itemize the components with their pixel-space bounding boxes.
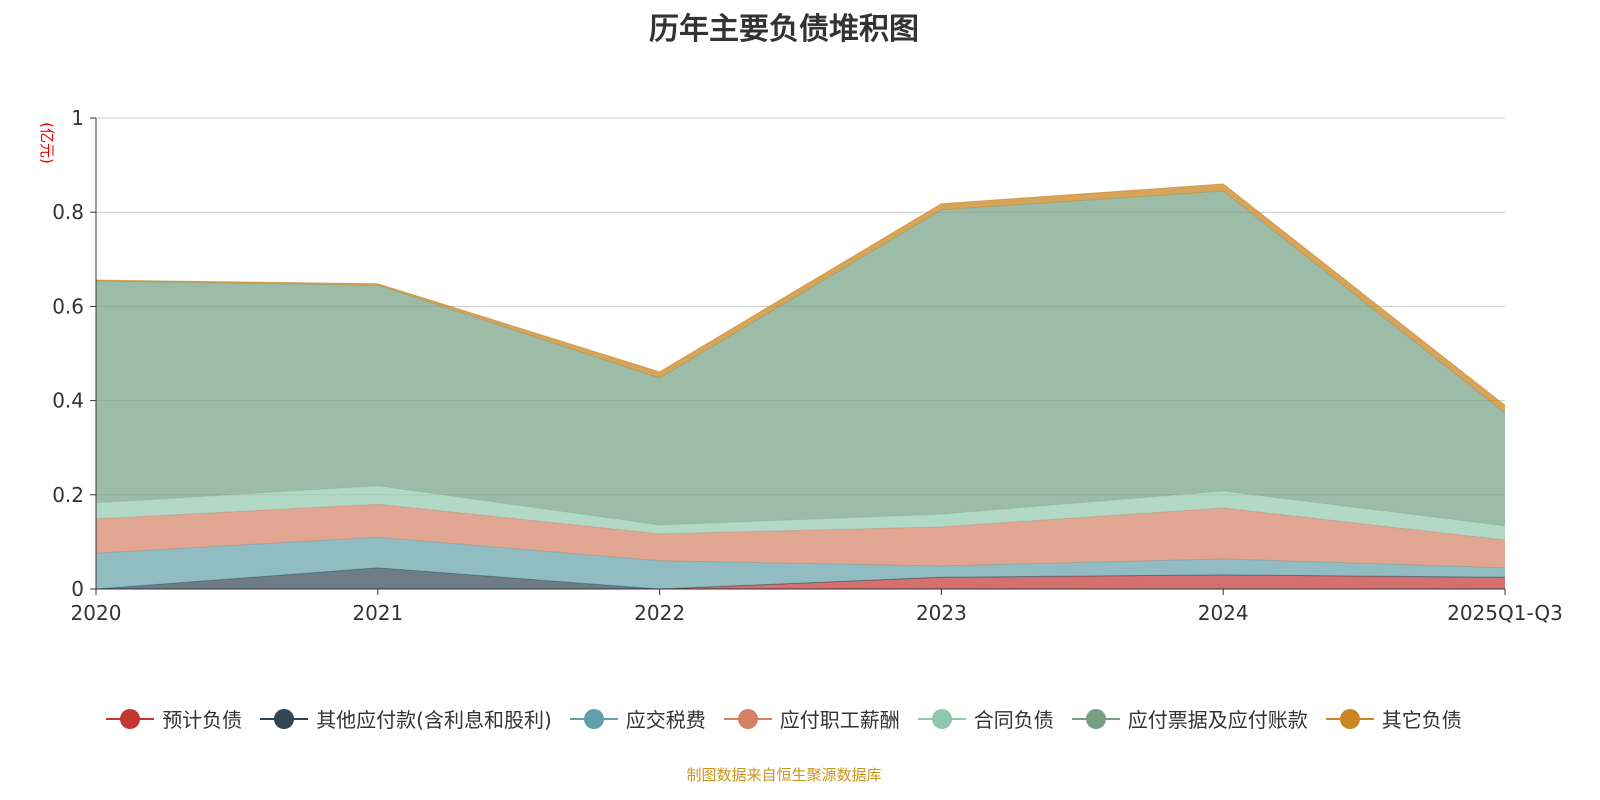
legend-item[interactable]: 其它负债 — [1325, 704, 1462, 733]
data-source-footer: 制图数据来自恒生聚源数据库 — [686, 766, 882, 784]
y-tick-label: 0.8 — [52, 200, 84, 224]
y-axis-label: (亿元) — [38, 122, 56, 164]
legend-label: 预计负债 — [162, 708, 243, 732]
legend-marker-icon — [723, 708, 772, 729]
legend-item[interactable]: 合同负债 — [917, 704, 1054, 733]
y-tick-label: 0.6 — [52, 294, 84, 318]
y-tick-label: 1 — [71, 106, 84, 130]
legend-marker-icon — [917, 708, 966, 729]
legend-marker-icon — [1071, 708, 1120, 729]
legend-marker-icon — [106, 708, 155, 729]
legend-item[interactable]: 预计负债 — [106, 704, 242, 733]
y-tick-label: 0 — [71, 577, 84, 601]
area-2 — [96, 537, 1505, 589]
area-0 — [96, 574, 1505, 589]
legend-label: 其他应付款(含利息和股利) — [316, 708, 552, 732]
x-tick-label: 2021 — [352, 601, 403, 625]
x-tick-label: 2020 — [71, 601, 122, 625]
legend-marker-icon — [260, 708, 309, 729]
legend-item[interactable]: 应付票据及应付账款 — [1071, 704, 1308, 733]
legend-label: 其它负债 — [1381, 708, 1462, 732]
area-3 — [96, 504, 1505, 568]
y-tick-label: 0.2 — [52, 483, 84, 507]
legend-item[interactable]: 应交税费 — [569, 704, 706, 733]
series-line-6 — [95, 183, 1506, 406]
x-tick-label: 2025Q1-Q3 — [1447, 601, 1563, 625]
legend: 预计负债 其他应付款(含利息和股利) 应交税费 应付职工薪酬 合同负债 应付票据及应付账款… — [0, 704, 1568, 733]
legend-label: 应付职工薪酬 — [779, 708, 900, 732]
stacked-area-chart: 0 0.2 0.4 0.6 0.8 1 (亿元) 2020 2021 2022 2023 2024 20… — [38, 106, 1563, 625]
legend-label: 应交税费 — [625, 708, 706, 732]
area-5 — [96, 191, 1505, 526]
area-4 — [96, 485, 1505, 541]
y-tick-label: 0.4 — [52, 389, 84, 413]
x-tick-label: 2023 — [916, 601, 967, 625]
legend-item[interactable]: 应付职工薪酬 — [723, 704, 900, 733]
legend-marker-icon — [1325, 708, 1374, 729]
chart-title: 历年主要负债堆积图 — [649, 12, 919, 47]
legend-marker-icon — [569, 708, 618, 729]
legend-label: 应付票据及应付账款 — [1127, 708, 1308, 732]
x-tick-label: 2022 — [634, 601, 685, 625]
legend-item[interactable]: 其他应付款(含利息和股利) — [260, 704, 552, 733]
x-tick-label: 2024 — [1198, 601, 1249, 625]
legend-label: 合同负债 — [973, 708, 1054, 732]
